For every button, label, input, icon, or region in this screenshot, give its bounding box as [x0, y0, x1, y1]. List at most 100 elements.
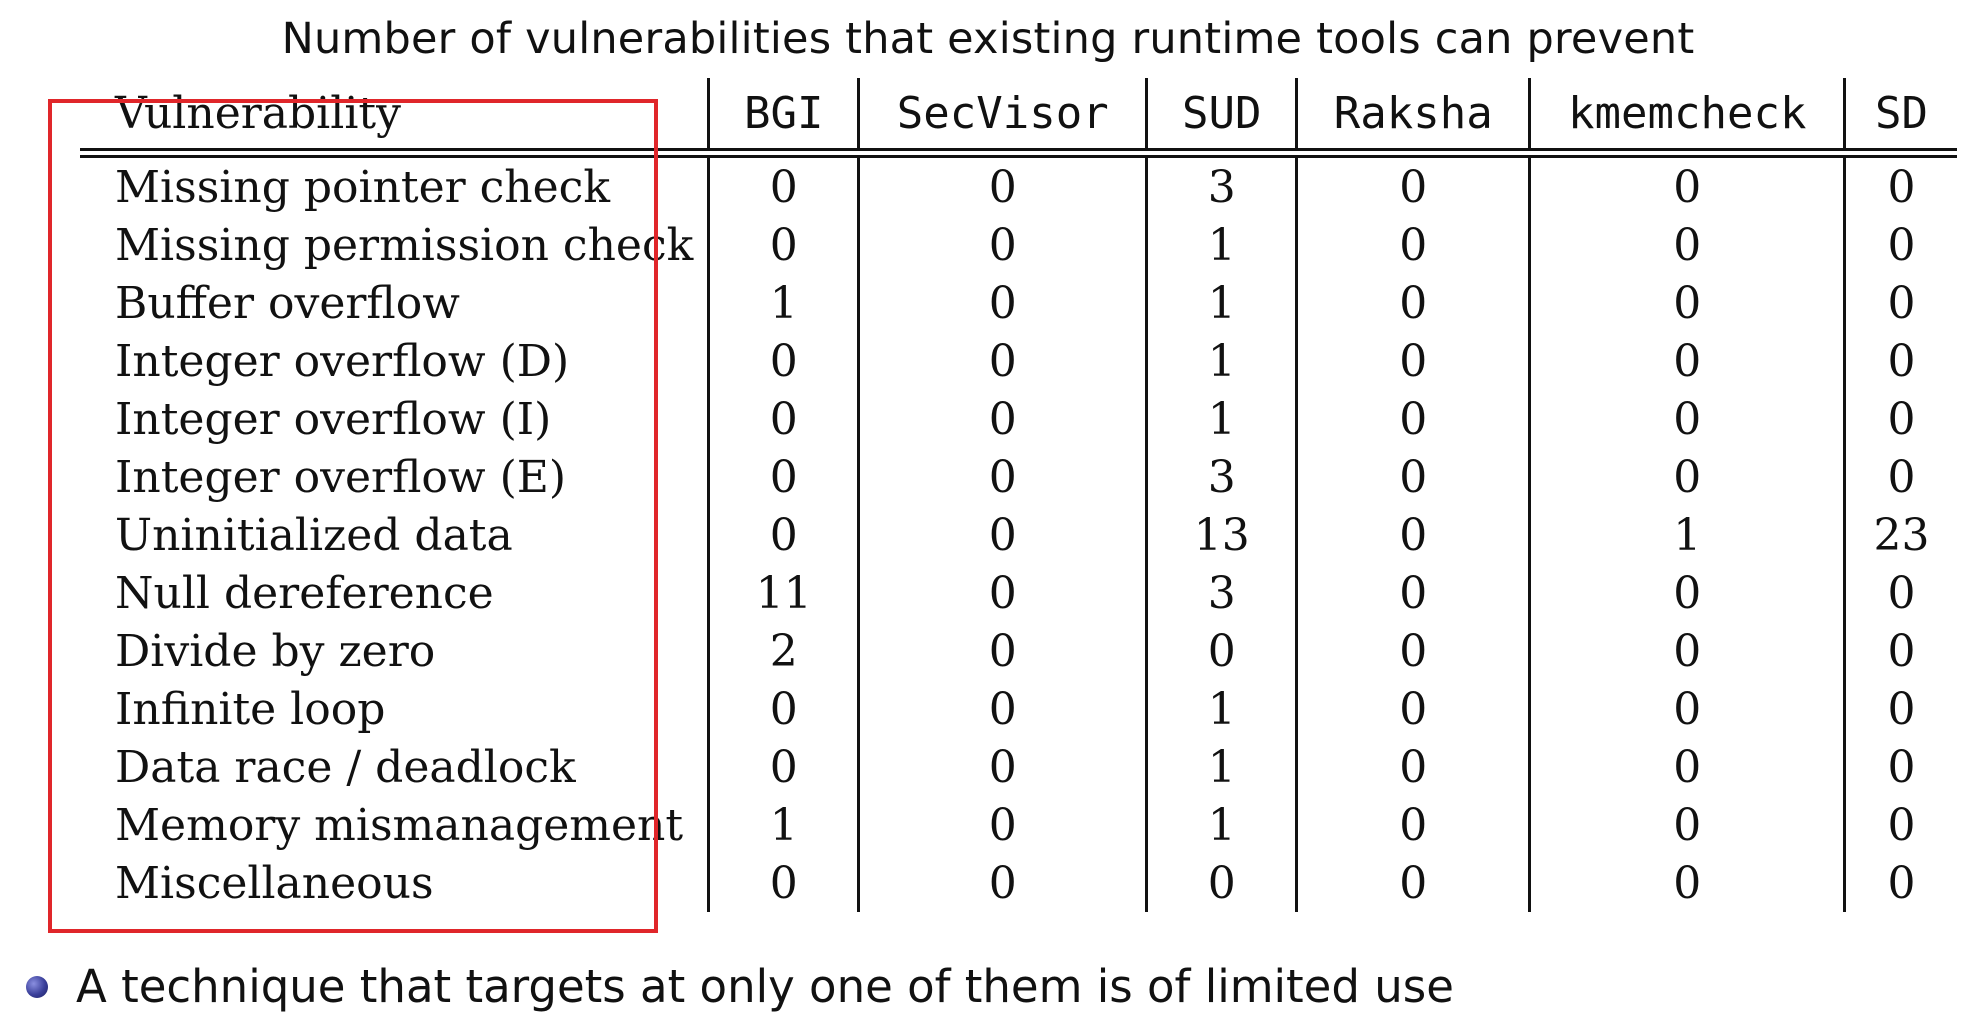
table-cell: 1 — [1145, 796, 1297, 854]
table-row: Null dereference 11 0 3 0 0 0 — [80, 564, 1957, 622]
table-cell: 0 — [1843, 332, 1957, 390]
column-header-vulnerability: Vulnerability — [80, 78, 709, 158]
table-cell: 0 — [707, 332, 859, 390]
table-cell: 0 — [1145, 854, 1297, 912]
table-cell: 3 — [1145, 448, 1297, 506]
slide-title: Number of vulnerabilities that existing … — [281, 14, 1695, 64]
table-cell: 0 — [1843, 153, 1957, 216]
table-cell: 2 — [707, 622, 859, 680]
row-label: Infinite loop — [115, 683, 386, 735]
table-header-row: Vulnerability BGI SecVisor SUD Raksha km… — [80, 78, 1957, 158]
row-label: Buffer overflow — [115, 277, 460, 329]
table-cell: 0 — [1295, 564, 1530, 622]
table-row: Integer overflow (E) 0 0 3 0 0 0 — [80, 448, 1957, 506]
table-cell: 0 — [1528, 153, 1845, 216]
table-cell: 0 — [1843, 680, 1957, 738]
table-cell: 1 — [707, 274, 859, 332]
table-cell: 0 — [857, 153, 1147, 216]
table-row: Integer overflow (I) 0 0 1 0 0 0 — [80, 390, 1957, 448]
row-label: Data race / deadlock — [115, 741, 576, 793]
row-label: Miscellaneous — [115, 857, 434, 909]
table-cell: 0 — [857, 332, 1147, 390]
table-cell: 0 — [1528, 738, 1845, 796]
row-label: Uninitialized data — [115, 509, 513, 561]
table-cell: 0 — [707, 390, 859, 448]
table-cell: 0 — [857, 680, 1147, 738]
table-cell: 13 — [1145, 506, 1297, 564]
row-label: Missing pointer check — [115, 161, 610, 213]
table-cell: 0 — [1528, 854, 1845, 912]
table-cell: 1 — [1145, 738, 1297, 796]
table-cell: 0 — [1295, 506, 1530, 564]
column-header: SecVisor — [857, 78, 1147, 158]
bullet-item: A technique that targets at only one of … — [26, 960, 1454, 1013]
bullet-text: A technique that targets at only one of … — [76, 960, 1454, 1013]
row-label: Integer overflow (I) — [115, 393, 552, 445]
table-cell: 0 — [1295, 854, 1530, 912]
table-cell: 23 — [1843, 506, 1957, 564]
table-cell: 0 — [1528, 274, 1845, 332]
table-cell: 0 — [1843, 622, 1957, 680]
table-cell: 0 — [857, 796, 1147, 854]
table-cell: 0 — [1528, 564, 1845, 622]
table-cell: 0 — [1295, 622, 1530, 680]
table-cell: 0 — [857, 622, 1147, 680]
table-cell: 0 — [1843, 274, 1957, 332]
table-row: Infinite loop 0 0 1 0 0 0 — [80, 680, 1957, 738]
table-cell: 1 — [1528, 506, 1845, 564]
table-row: Data race / deadlock 0 0 1 0 0 0 — [80, 738, 1957, 796]
table-cell: 0 — [1295, 332, 1530, 390]
table-cell: 1 — [1145, 332, 1297, 390]
table-cell: 0 — [857, 390, 1147, 448]
table-cell: 3 — [1145, 153, 1297, 216]
table-cell: 0 — [707, 216, 859, 274]
table-cell: 1 — [1145, 390, 1297, 448]
table-cell: 0 — [1528, 622, 1845, 680]
row-label: Integer overflow (E) — [115, 451, 567, 503]
table-row: Integer overflow (D) 0 0 1 0 0 0 — [80, 332, 1957, 390]
table-cell: 0 — [1295, 680, 1530, 738]
table-cell: 0 — [857, 854, 1147, 912]
table-cell: 0 — [1295, 274, 1530, 332]
table-cell: 0 — [707, 738, 859, 796]
table-cell: 0 — [1843, 390, 1957, 448]
table-cell: 0 — [707, 506, 859, 564]
table-row: Missing permission check 0 0 1 0 0 0 — [80, 216, 1957, 274]
table-cell: 0 — [1528, 216, 1845, 274]
row-label: Null dereference — [115, 567, 494, 619]
row-label: Missing permission check — [115, 219, 694, 271]
table-cell: 0 — [1843, 448, 1957, 506]
table-cell: 0 — [1528, 390, 1845, 448]
table-cell: 0 — [1843, 738, 1957, 796]
table-cell: 1 — [1145, 216, 1297, 274]
column-header: kmemcheck — [1528, 78, 1845, 158]
table-row: Divide by zero 2 0 0 0 0 0 — [80, 622, 1957, 680]
table-cell: 0 — [1843, 216, 1957, 274]
table-cell: 0 — [1295, 216, 1530, 274]
bullet-dot-icon — [26, 975, 48, 998]
table-cell: 0 — [1528, 680, 1845, 738]
table-cell: 0 — [1528, 796, 1845, 854]
table-row: Miscellaneous 0 0 0 0 0 0 — [80, 854, 1957, 912]
row-label: Memory mismanagement — [115, 799, 684, 851]
table-cell: 0 — [707, 153, 859, 216]
table-cell: 0 — [1295, 153, 1530, 216]
table-cell: 0 — [1295, 738, 1530, 796]
table-cell: 0 — [857, 216, 1147, 274]
table-cell: 0 — [1145, 622, 1297, 680]
table-cell: 1 — [707, 796, 859, 854]
table-cell: 3 — [1145, 564, 1297, 622]
table-row: Missing pointer check 0 0 3 0 0 0 — [80, 153, 1957, 216]
table-cell: 0 — [1843, 564, 1957, 622]
column-header: SUD — [1145, 78, 1297, 158]
table-row: Uninitialized data 0 0 13 0 1 23 — [80, 506, 1957, 564]
table-cell: 0 — [1295, 448, 1530, 506]
table-cell: 0 — [1843, 796, 1957, 854]
column-header: Raksha — [1295, 78, 1530, 158]
column-header: BGI — [707, 78, 859, 158]
table-cell: 0 — [857, 564, 1147, 622]
table-cell: 0 — [707, 680, 859, 738]
table-cell: 11 — [707, 564, 859, 622]
row-label: Divide by zero — [115, 625, 436, 677]
table-row: Buffer overflow 1 0 1 0 0 0 — [80, 274, 1957, 332]
